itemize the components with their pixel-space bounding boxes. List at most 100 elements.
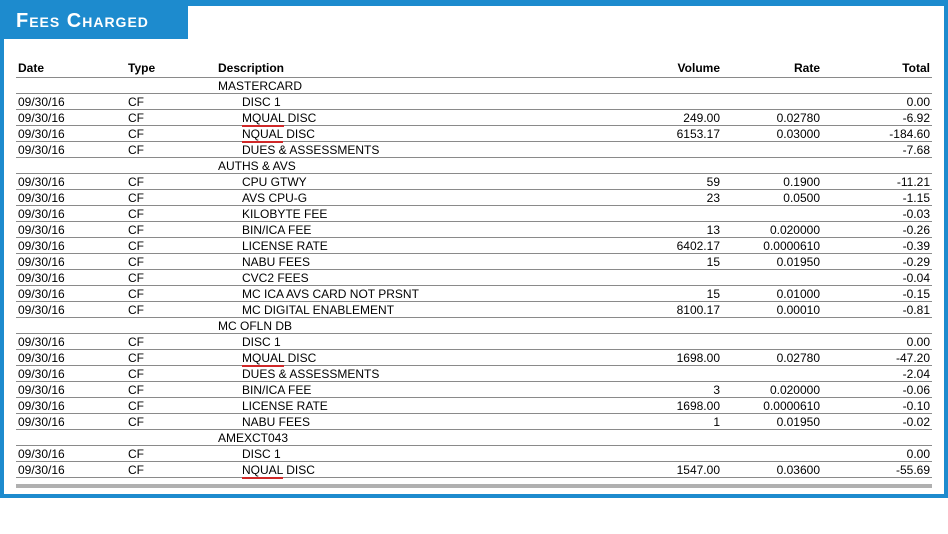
cell-description: DISC 1 xyxy=(216,94,632,110)
cell-total: -6.92 xyxy=(822,110,932,126)
cell-description: NABU FEES xyxy=(216,414,632,430)
table-row: 09/30/16CFCPU GTWY590.1900-11.21 xyxy=(16,174,932,190)
cell-description: DUES & ASSESSMENTS xyxy=(216,366,632,382)
cell-date: 09/30/16 xyxy=(16,462,126,478)
section-row: AMEXCT043 xyxy=(16,430,932,446)
cell-type: CF xyxy=(126,94,216,110)
cell-type: CF xyxy=(126,270,216,286)
cell-rate: 0.01950 xyxy=(722,254,822,270)
spellcheck-underline: MQUAL xyxy=(242,351,284,367)
cell-rate: 0.1900 xyxy=(722,174,822,190)
cell-volume: 1547.00 xyxy=(632,462,722,478)
table-row: 09/30/16CFNABU FEES150.01950-0.29 xyxy=(16,254,932,270)
cell-date: 09/30/16 xyxy=(16,302,126,318)
cell-date xyxy=(16,318,126,334)
cell-rate: 0.020000 xyxy=(722,222,822,238)
cell-rate: 0.0000610 xyxy=(722,398,822,414)
table-row: 09/30/16CFKILOBYTE FEE-0.03 xyxy=(16,206,932,222)
cell-rate xyxy=(722,206,822,222)
cell-description: BIN/ICA FEE xyxy=(216,222,632,238)
cell-volume xyxy=(632,446,722,462)
fees-table: Date Type Description Volume Rate Total … xyxy=(16,59,932,478)
cell-rate xyxy=(722,94,822,110)
cell-volume: 13 xyxy=(632,222,722,238)
cell-total: -0.04 xyxy=(822,270,932,286)
cell-rate xyxy=(722,334,822,350)
cell-date: 09/30/16 xyxy=(16,286,126,302)
table-row: 09/30/16CFMC DIGITAL ENABLEMENT8100.170.… xyxy=(16,302,932,318)
table-row: 09/30/16CFDUES & ASSESSMENTS-7.68 xyxy=(16,142,932,158)
cell-description: AUTHS & AVS xyxy=(216,158,932,174)
cell-description: DUES & ASSESSMENTS xyxy=(216,142,632,158)
section-row: AUTHS & AVS xyxy=(16,158,932,174)
cell-type: CF xyxy=(126,222,216,238)
cell-date: 09/30/16 xyxy=(16,350,126,366)
cell-total: -0.02 xyxy=(822,414,932,430)
cell-description: MQUAL DISC xyxy=(216,350,632,366)
cell-volume: 6153.17 xyxy=(632,126,722,142)
cell-description: MC ICA AVS CARD NOT PRSNT xyxy=(216,286,632,302)
cell-volume: 8100.17 xyxy=(632,302,722,318)
cell-description: DISC 1 xyxy=(216,334,632,350)
cell-volume: 1 xyxy=(632,414,722,430)
cell-total: -184.60 xyxy=(822,126,932,142)
cell-volume: 6402.17 xyxy=(632,238,722,254)
cell-type: CF xyxy=(126,238,216,254)
table-row: 09/30/16CFNQUAL DISC6153.170.03000-184.6… xyxy=(16,126,932,142)
cell-rate xyxy=(722,142,822,158)
cell-rate: 0.00010 xyxy=(722,302,822,318)
cell-type xyxy=(126,430,216,446)
cell-date: 09/30/16 xyxy=(16,110,126,126)
cell-type: CF xyxy=(126,286,216,302)
cell-rate xyxy=(722,270,822,286)
bottom-divider xyxy=(16,484,932,488)
col-volume: Volume xyxy=(632,59,722,78)
cell-total: -47.20 xyxy=(822,350,932,366)
cell-date: 09/30/16 xyxy=(16,238,126,254)
cell-type: CF xyxy=(126,366,216,382)
cell-volume: 1698.00 xyxy=(632,350,722,366)
cell-type: CF xyxy=(126,174,216,190)
col-total: Total xyxy=(822,59,932,78)
cell-total: -0.39 xyxy=(822,238,932,254)
cell-date: 09/30/16 xyxy=(16,206,126,222)
cell-date: 09/30/16 xyxy=(16,382,126,398)
cell-rate: 0.02780 xyxy=(722,350,822,366)
cell-rate: 0.03000 xyxy=(722,126,822,142)
table-row: 09/30/16CFBIN/ICA FEE30.020000-0.06 xyxy=(16,382,932,398)
cell-type xyxy=(126,318,216,334)
cell-date: 09/30/16 xyxy=(16,190,126,206)
cell-type: CF xyxy=(126,206,216,222)
cell-type: CF xyxy=(126,254,216,270)
cell-total: 0.00 xyxy=(822,334,932,350)
cell-type: CF xyxy=(126,414,216,430)
cell-volume xyxy=(632,206,722,222)
spellcheck-underline: NQUAL xyxy=(242,127,283,143)
cell-date: 09/30/16 xyxy=(16,398,126,414)
cell-volume xyxy=(632,142,722,158)
table-row: 09/30/16CFBIN/ICA FEE130.020000-0.26 xyxy=(16,222,932,238)
cell-date: 09/30/16 xyxy=(16,222,126,238)
cell-volume xyxy=(632,334,722,350)
table-row: 09/30/16CFLICENSE RATE1698.000.0000610-0… xyxy=(16,398,932,414)
cell-description: KILOBYTE FEE xyxy=(216,206,632,222)
cell-date: 09/30/16 xyxy=(16,414,126,430)
cell-date: 09/30/16 xyxy=(16,126,126,142)
cell-total: 0.00 xyxy=(822,446,932,462)
cell-total: -0.29 xyxy=(822,254,932,270)
spellcheck-underline: MQUAL xyxy=(242,111,284,127)
cell-type: CF xyxy=(126,446,216,462)
cell-type: CF xyxy=(126,302,216,318)
cell-rate: 0.0500 xyxy=(722,190,822,206)
cell-total: -0.81 xyxy=(822,302,932,318)
cell-type: CF xyxy=(126,190,216,206)
cell-type xyxy=(126,158,216,174)
cell-volume: 15 xyxy=(632,286,722,302)
cell-date: 09/30/16 xyxy=(16,446,126,462)
cell-description: BIN/ICA FEE xyxy=(216,382,632,398)
cell-type: CF xyxy=(126,126,216,142)
table-row: 09/30/16CFMQUAL DISC249.000.02780-6.92 xyxy=(16,110,932,126)
cell-description: MQUAL DISC xyxy=(216,110,632,126)
table-row: 09/30/16CFNQUAL DISC1547.000.03600-55.69 xyxy=(16,462,932,478)
cell-description: LICENSE RATE xyxy=(216,398,632,414)
